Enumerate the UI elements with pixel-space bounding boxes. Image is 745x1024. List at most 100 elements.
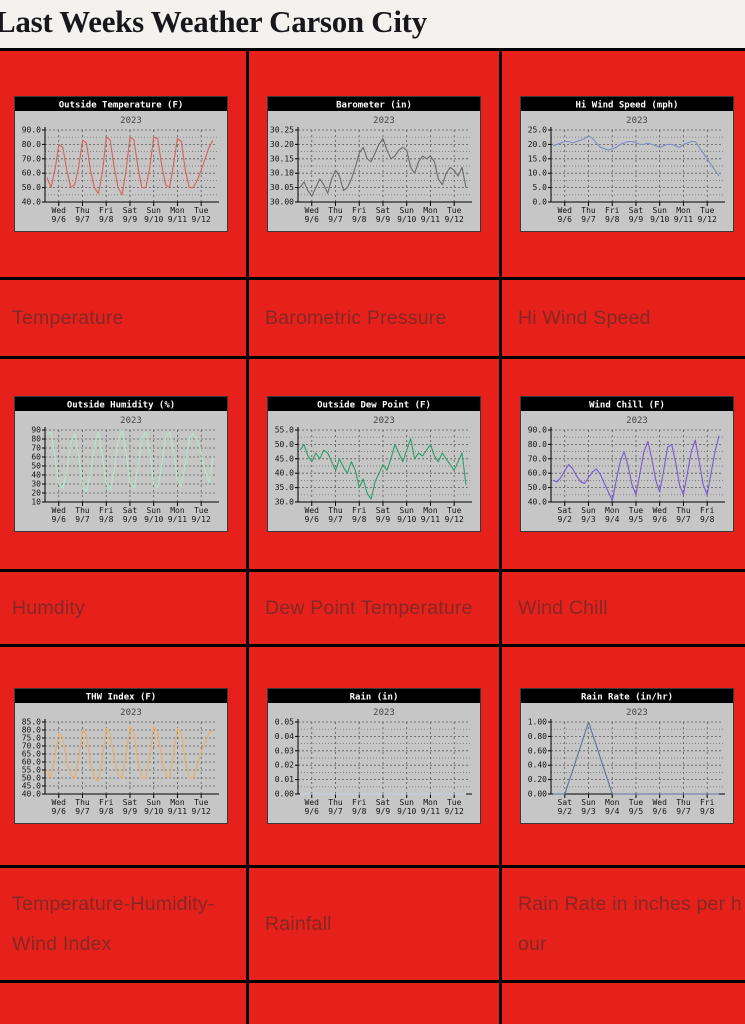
svg-text:40.0: 40.0 [22,790,41,799]
svg-text:Mon: Mon [170,798,185,807]
svg-text:9/7: 9/7 [328,515,343,524]
svg-text:0.40: 0.40 [528,761,547,770]
svg-text:0.20: 0.20 [528,775,547,784]
svg-text:70.0: 70.0 [22,154,41,163]
svg-text:Sat: Sat [123,206,138,215]
outside-dew-point-chart: Outside Dew Point (F) 2023 55.0 50.0 45.0 40.… [267,396,481,532]
svg-text:0.03: 0.03 [275,746,294,755]
svg-text:9/9: 9/9 [123,215,138,224]
svg-text:9/11: 9/11 [168,807,187,816]
svg-text:9/9: 9/9 [123,807,138,816]
svg-text:Sun: Sun [399,798,414,807]
empty-cell [502,983,745,1024]
svg-text:9/8: 9/8 [352,515,367,524]
svg-text:Wed: Wed [652,798,667,807]
svg-text:Wed: Wed [52,506,67,515]
page-header: Last Weeks Weather Carson City [0,0,745,48]
svg-text:0.00: 0.00 [528,790,547,799]
svg-text:25.0: 25.0 [528,126,547,135]
svg-text:9/6: 9/6 [52,515,67,524]
caption-text: our [518,933,547,955]
svg-text:Fri: Fri [700,506,715,515]
caption-text: Rain Rate in inches per h [518,893,742,915]
caption-text: Wind Chill [518,597,608,619]
svg-text:Mon: Mon [676,206,691,215]
svg-text:Fri: Fri [352,506,367,515]
svg-text:9/10: 9/10 [397,807,416,816]
svg-text:2023: 2023 [626,116,648,126]
svg-text:Tue: Tue [194,206,209,215]
svg-text:9/12: 9/12 [445,807,464,816]
outside-temperature-chart: Outside Temperature (F) 2023 90.0 80.0 70.0 6… [14,96,228,232]
svg-text:70.0: 70.0 [528,454,547,463]
svg-text:10: 10 [31,498,41,507]
svg-text:Mon: Mon [423,506,438,515]
caption-text: Barometric Pressure [265,307,447,329]
svg-text:Sat: Sat [123,798,138,807]
caption-text: Humdity [12,597,85,619]
svg-text:9/7: 9/7 [75,807,90,816]
svg-text:Sun: Sun [399,506,414,515]
caption-wind-chill: Wind Chill [502,572,745,644]
svg-text:9/8: 9/8 [99,515,114,524]
chart-cell-thw-index: THW Index (F) 2023 85.0 80.0 75.0 70.0 65.0 60.… [0,647,246,865]
chart-cell-wind-chill: Wind Chill (F) 2023 90.0 80.0 70.0 60.0 50.0 40… [502,359,745,569]
svg-text:9/11: 9/11 [168,515,187,524]
svg-text:Fri: Fri [700,798,715,807]
svg-text:9/5: 9/5 [629,807,644,816]
svg-text:30.00: 30.00 [270,198,294,207]
svg-text:Mon: Mon [423,798,438,807]
caption-humidity: Humdity [0,572,246,644]
svg-text:45.0: 45.0 [22,782,41,791]
svg-text:Hi Wind Speed (mph): Hi Wind Speed (mph) [576,100,679,111]
svg-text:Wed: Wed [52,206,67,215]
svg-text:2023: 2023 [626,416,648,426]
svg-text:Sat: Sat [558,506,573,515]
svg-text:9/2: 9/2 [558,807,573,816]
svg-text:40.0: 40.0 [22,198,41,207]
weather-grid: Outside Temperature (F) 2023 90.0 80.0 70.0 6… [0,48,745,1024]
svg-text:0.04: 0.04 [275,732,294,741]
svg-text:80.0: 80.0 [22,140,41,149]
svg-text:2023: 2023 [373,116,395,126]
svg-text:9/12: 9/12 [192,215,211,224]
hi-wind-speed-chart: Hi Wind Speed (mph) 2023 25.0 20.0 15.0 10.0 5… [520,96,734,232]
svg-text:90: 90 [31,426,41,435]
svg-text:50.0: 50.0 [22,183,41,192]
svg-text:Thu: Thu [328,206,343,215]
svg-text:2023: 2023 [120,708,142,718]
svg-text:2023: 2023 [373,708,395,718]
barometer-chart: Barometer (in) 2023 30.25 30.20 30.15 30.10 30… [267,96,481,232]
svg-text:0.02: 0.02 [275,761,294,770]
svg-text:35.0: 35.0 [275,483,294,492]
svg-text:9/12: 9/12 [445,215,464,224]
svg-text:60: 60 [31,453,41,462]
caption-hi-wind-speed: Hi Wind Speed [502,280,745,356]
caption-temperature: Temperature [0,280,246,356]
svg-text:40.0: 40.0 [275,469,294,478]
svg-text:Wed: Wed [305,206,320,215]
rain-rate-chart: Rain Rate (in/hr) 2023 1.00 0.80 0.60 0.40 0.2… [520,688,734,824]
svg-text:9/7: 9/7 [676,515,691,524]
svg-text:9/7: 9/7 [75,215,90,224]
svg-text:Fri: Fri [99,798,114,807]
svg-text:50.0: 50.0 [528,483,547,492]
svg-text:9/6: 9/6 [305,215,320,224]
svg-text:Wed: Wed [558,206,573,215]
svg-text:55.0: 55.0 [22,766,41,775]
svg-text:9/8: 9/8 [99,807,114,816]
svg-text:Tue: Tue [700,206,715,215]
svg-text:9/2: 9/2 [558,515,573,524]
svg-text:Sun: Sun [581,798,596,807]
caption-rain-rate: Rain Rate in inches per h our [502,868,745,980]
thw-index-chart: THW Index (F) 2023 85.080.075.070.065.060.… [14,688,228,824]
svg-text:Sun: Sun [146,206,161,215]
svg-text:9/10: 9/10 [144,515,163,524]
svg-text:Mon: Mon [423,206,438,215]
caption-text: Temperature-Humidity- [12,893,215,915]
caption-thw-index: Temperature-Humidity- Wind Index [0,868,246,980]
svg-text:Mon: Mon [170,206,185,215]
svg-text:9/7: 9/7 [581,215,596,224]
svg-text:9/12: 9/12 [445,515,464,524]
